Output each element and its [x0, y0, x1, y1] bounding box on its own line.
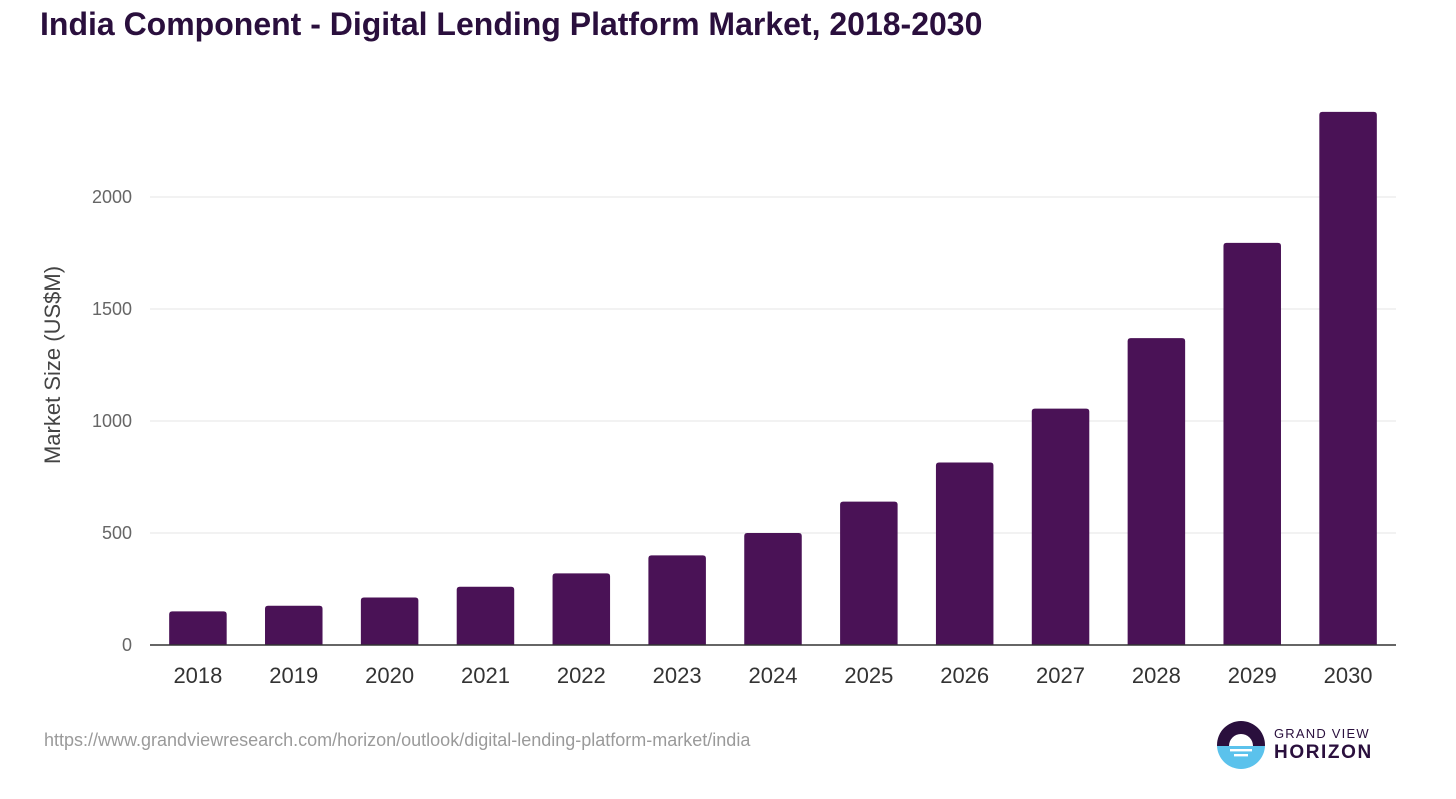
bar-2030: [1319, 111, 1377, 645]
y-tick-label: 1000: [92, 411, 132, 431]
bar-2024: [744, 533, 802, 645]
x-tick-label: 2019: [269, 663, 318, 688]
logo-text-horizon: HORIZON: [1274, 742, 1373, 763]
x-tick-label: 2029: [1228, 663, 1277, 688]
bar-2029: [1223, 242, 1281, 646]
bar-2025: [840, 501, 898, 645]
x-tick-label: 2023: [653, 663, 702, 688]
y-axis-ticks: 0 500 1000 1500 2000: [92, 187, 132, 655]
bar-chart: 0 500 1000 1500 2000 2018 2019 2020 2021 2022 202…: [40, 111, 1396, 688]
bar-2028: [1127, 338, 1186, 645]
y-axis-label: Market Size (US$M): [40, 266, 65, 464]
logo-text-grand-view: GRAND VIEW: [1274, 726, 1370, 741]
x-axis-ticks: 2018 2019 2020 2021 2022 2023 2024 2025 2026 2027…: [173, 663, 1372, 688]
bar-2022: [552, 573, 611, 645]
x-tick-label: 2025: [844, 663, 893, 688]
x-tick-label: 2020: [365, 663, 414, 688]
x-tick-label: 2027: [1036, 663, 1085, 688]
source-url: https://www.grandviewresearch.com/horizo…: [44, 730, 751, 750]
x-tick-label: 2028: [1132, 663, 1181, 688]
y-tick-label: 1500: [92, 299, 132, 319]
grand-view-horizon-logo: GRAND VIEW HORIZON: [1216, 720, 1386, 772]
x-tick-label: 2021: [461, 663, 510, 688]
x-tick-label: 2030: [1324, 663, 1373, 688]
bars: [169, 111, 1377, 646]
x-tick-label: 2018: [173, 663, 222, 688]
chart-title: India Component - Digital Lending Platfo…: [40, 6, 983, 42]
bar-2018: [169, 611, 227, 645]
y-tick-label: 500: [102, 523, 132, 543]
bar-2027: [1031, 408, 1090, 645]
bar-2023: [648, 555, 706, 645]
bar-2021: [456, 586, 515, 645]
horizon-logo-icon: [1217, 721, 1265, 769]
x-tick-label: 2022: [557, 663, 606, 688]
bar-2026: [935, 462, 994, 645]
x-tick-label: 2024: [749, 663, 798, 688]
bar-2019: [265, 605, 323, 645]
y-tick-label: 2000: [92, 187, 132, 207]
bar-2020: [360, 597, 419, 645]
y-tick-label: 0: [122, 635, 132, 655]
gridlines: [150, 196, 1396, 534]
x-tick-label: 2026: [940, 663, 989, 688]
